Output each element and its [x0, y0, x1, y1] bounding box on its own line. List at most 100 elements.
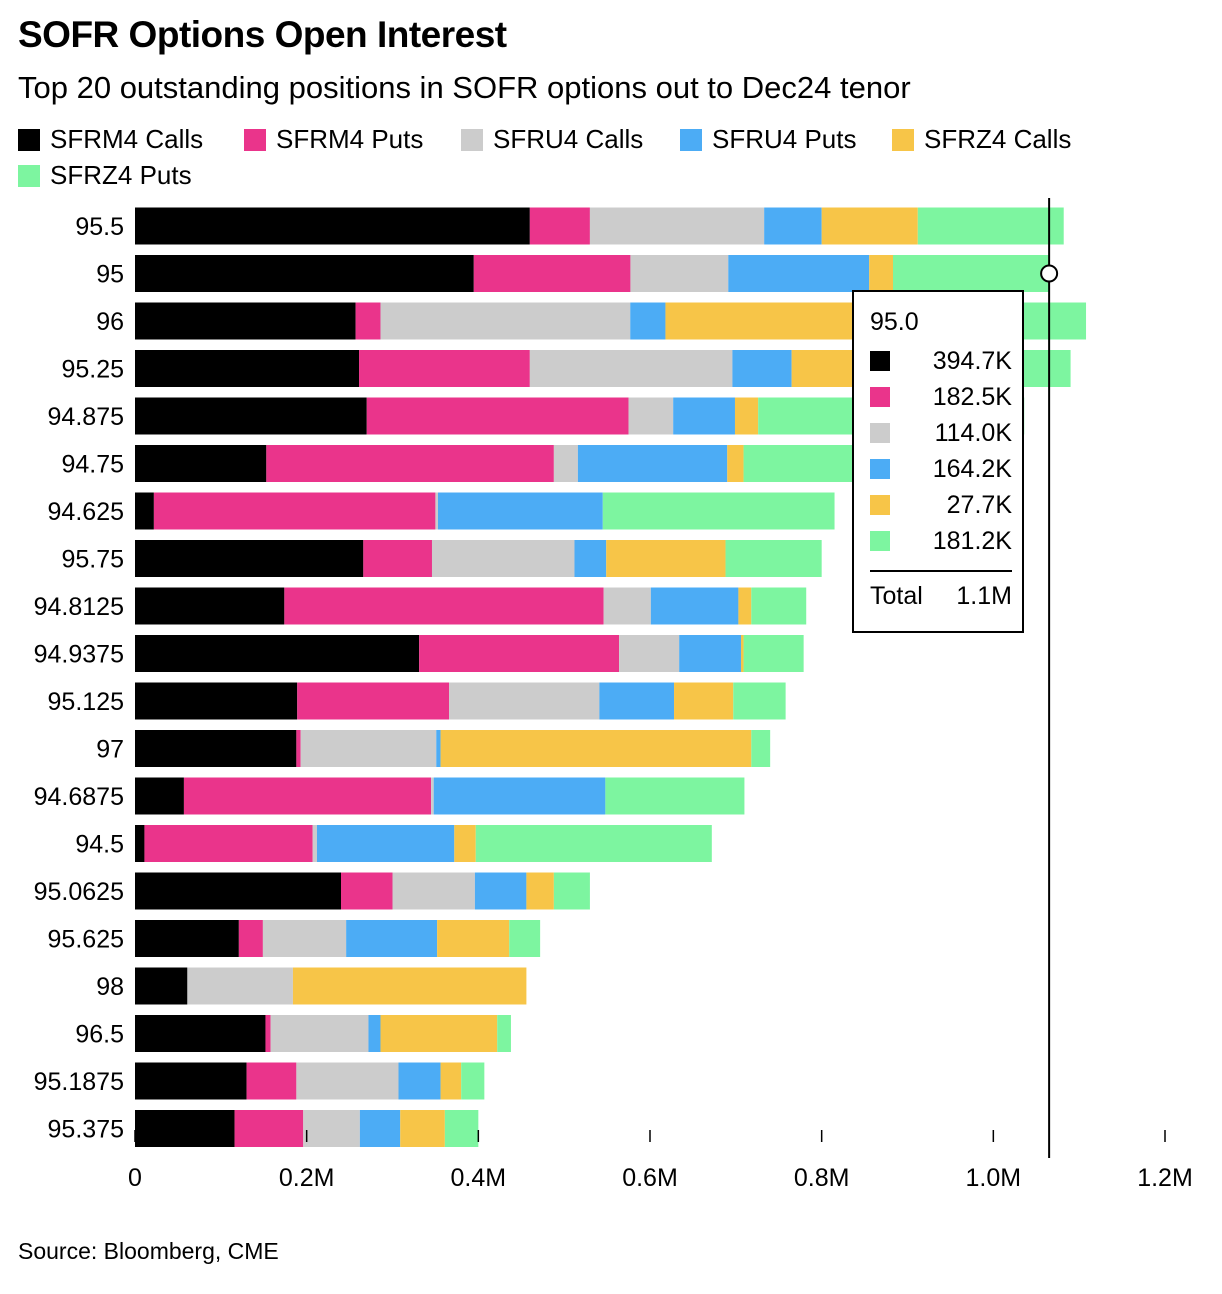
bar-segment[interactable]	[400, 1110, 445, 1147]
bar-segment[interactable]	[728, 255, 870, 292]
bar-segment[interactable]	[577, 445, 728, 482]
legend-item-sfrm4-calls[interactable]: SFRM4 Calls	[18, 124, 203, 155]
bar-segment[interactable]	[764, 207, 822, 245]
bar-segment[interactable]	[246, 1062, 297, 1100]
bar-segment[interactable]	[673, 397, 735, 435]
bar-segment[interactable]	[603, 587, 651, 625]
bar-segment[interactable]	[553, 445, 578, 482]
bar-segment[interactable]	[392, 872, 475, 910]
bar-segment[interactable]	[734, 397, 759, 435]
bar-segment[interactable]	[589, 207, 765, 245]
bar-segment[interactable]	[497, 1015, 511, 1052]
bar-segment[interactable]	[529, 350, 733, 387]
bar-segment[interactable]	[553, 872, 590, 910]
bar-segment[interactable]	[135, 920, 239, 957]
bar-segment[interactable]	[436, 730, 441, 767]
bar-segment[interactable]	[821, 207, 918, 245]
bar-segment[interactable]	[135, 207, 530, 245]
bar-segment[interactable]	[135, 777, 184, 815]
bar-segment[interactable]	[135, 1110, 235, 1147]
bar-segment[interactable]	[606, 540, 726, 577]
bar-segment[interactable]	[574, 540, 607, 577]
bar-segment[interactable]	[440, 1062, 462, 1100]
legend-item-sfrm4-puts[interactable]: SFRM4 Puts	[244, 124, 423, 155]
bar-segment[interactable]	[605, 777, 745, 815]
bar-segment[interactable]	[359, 350, 530, 387]
bar-segment[interactable]	[461, 1062, 485, 1100]
bar-segment[interactable]	[727, 445, 744, 482]
bar-segment[interactable]	[135, 872, 341, 910]
bar-segment[interactable]	[183, 777, 432, 815]
bar-segment[interactable]	[529, 207, 590, 245]
bar-segment[interactable]	[266, 445, 554, 482]
bar-segment[interactable]	[363, 540, 432, 577]
bar-segment[interactable]	[454, 825, 476, 862]
bar-segment[interactable]	[725, 540, 822, 577]
bar-segment[interactable]	[440, 730, 752, 767]
bar-segment[interactable]	[341, 872, 393, 910]
bar-segment[interactable]	[398, 1062, 441, 1100]
bar-segment[interactable]	[297, 682, 450, 720]
bar-segment[interactable]	[431, 540, 575, 577]
bar-segment[interactable]	[135, 255, 474, 292]
bar-segment[interactable]	[187, 967, 293, 1005]
bar-segment[interactable]	[135, 540, 364, 577]
bar-segment[interactable]	[366, 397, 629, 435]
bar-segment[interactable]	[135, 967, 188, 1005]
bar-segment[interactable]	[892, 255, 1049, 292]
bar-segment[interactable]	[144, 825, 313, 862]
bar-segment[interactable]	[679, 635, 741, 672]
bar-segment[interactable]	[674, 682, 734, 720]
bar-segment[interactable]	[346, 920, 438, 957]
bar-segment[interactable]	[135, 1062, 247, 1100]
bar-segment[interactable]	[473, 255, 631, 292]
bar-segment[interactable]	[265, 1015, 271, 1052]
bar-segment[interactable]	[437, 920, 510, 957]
bar-segment[interactable]	[431, 777, 434, 815]
bar-segment[interactable]	[743, 635, 804, 672]
bar-segment[interactable]	[917, 207, 1064, 245]
bar-segment[interactable]	[619, 635, 680, 672]
bar-segment[interactable]	[751, 587, 807, 625]
bar-segment[interactable]	[869, 255, 893, 292]
bar-segment[interactable]	[135, 397, 367, 435]
legend-item-sfrz4-puts[interactable]: SFRZ4 Puts	[18, 160, 192, 191]
bar-segment[interactable]	[449, 682, 600, 720]
bar-segment[interactable]	[433, 777, 606, 815]
bar-segment[interactable]	[135, 492, 154, 530]
bar-segment[interactable]	[599, 682, 675, 720]
bar-segment[interactable]	[316, 825, 455, 862]
bar-segment[interactable]	[738, 587, 752, 625]
bar-segment[interactable]	[312, 825, 317, 862]
bar-segment[interactable]	[296, 730, 301, 767]
bar-segment[interactable]	[284, 587, 604, 625]
bar-segment[interactable]	[292, 967, 527, 1005]
bar-segment[interactable]	[751, 730, 771, 767]
bar-segment[interactable]	[300, 730, 437, 767]
bar-segment[interactable]	[602, 492, 835, 530]
legend-item-sfrz4-calls[interactable]: SFRZ4 Calls	[892, 124, 1071, 155]
bar-segment[interactable]	[135, 1015, 266, 1052]
bar-segment[interactable]	[296, 1062, 399, 1100]
bar-segment[interactable]	[135, 730, 297, 767]
bar-segment[interactable]	[303, 1110, 360, 1147]
bar-segment[interactable]	[630, 255, 729, 292]
bar-segment[interactable]	[355, 302, 381, 340]
bar-segment[interactable]	[234, 1110, 304, 1147]
bar-segment[interactable]	[628, 397, 674, 435]
bar-segment[interactable]	[153, 492, 436, 530]
bar-segment[interactable]	[238, 920, 263, 957]
bar-segment[interactable]	[435, 492, 438, 530]
bar-segment[interactable]	[135, 445, 267, 482]
bar-segment[interactable]	[732, 350, 792, 387]
bar-segment[interactable]	[526, 872, 554, 910]
bar-segment[interactable]	[630, 302, 666, 340]
bar-segment[interactable]	[475, 825, 712, 862]
bar-segment[interactable]	[368, 1015, 381, 1052]
bar-segment[interactable]	[474, 872, 527, 910]
bar-segment[interactable]	[135, 825, 145, 862]
bar-segment[interactable]	[380, 1015, 498, 1052]
bar-segment[interactable]	[359, 1110, 401, 1147]
bar-segment[interactable]	[270, 1015, 369, 1052]
bar-segment[interactable]	[740, 635, 744, 672]
